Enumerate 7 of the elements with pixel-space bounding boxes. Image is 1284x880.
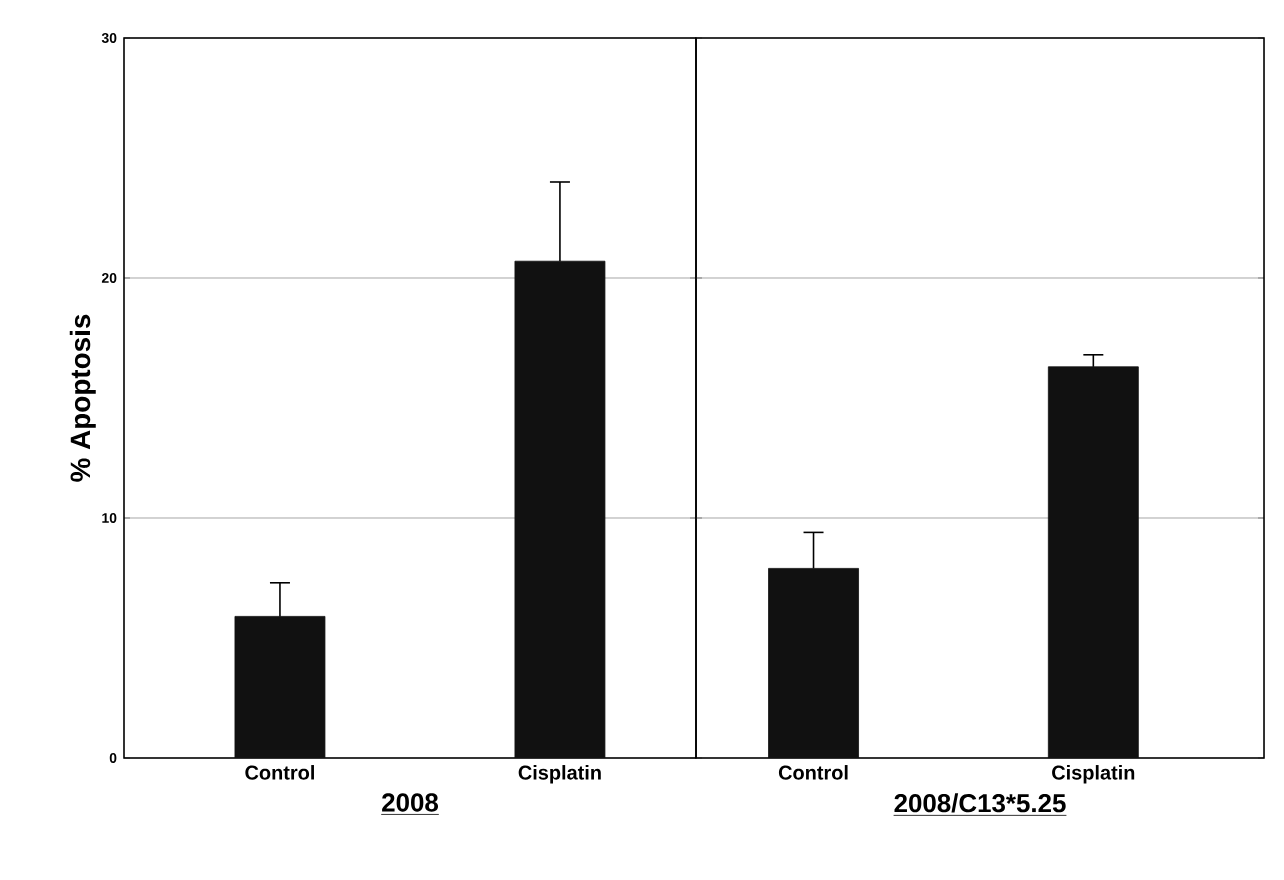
x-tick-label: Control [245, 765, 314, 780]
y-axis-title: % Apoptosis [69, 314, 96, 482]
x-axis-title: 2008/C13*5.25 [894, 793, 1066, 813]
x-tick-label: Cisplatin [1052, 765, 1135, 784]
x-tick-label: Cisplatin [518, 765, 601, 784]
x-tick-label: Control [778, 765, 848, 780]
x-axis-title: 2008 [382, 793, 439, 812]
